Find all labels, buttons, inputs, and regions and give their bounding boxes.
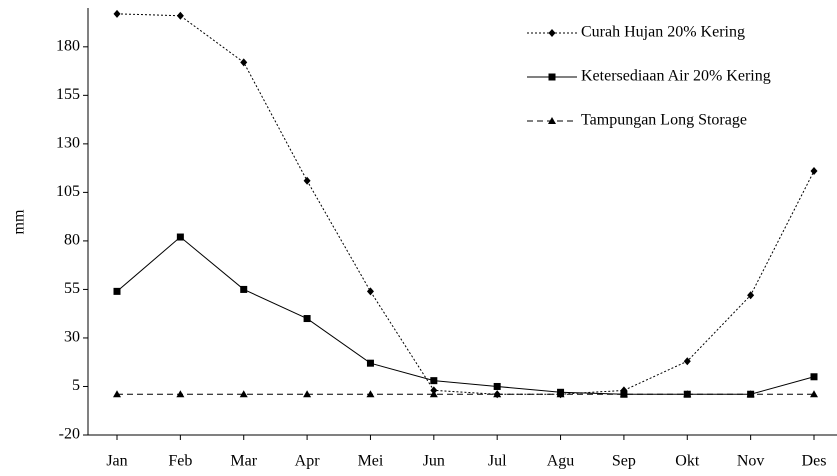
x-tick-label: Nov <box>737 453 765 470</box>
series-line <box>116 13 815 395</box>
y-tick-label: 155 <box>56 86 80 103</box>
legend-label: Ketersediaan Air 20% Kering <box>581 68 771 85</box>
data-point <box>556 390 565 398</box>
data-point <box>303 176 311 185</box>
data-point <box>113 287 121 295</box>
x-tick-label: Jul <box>488 453 507 470</box>
data-point <box>240 285 248 293</box>
series-line <box>116 236 815 395</box>
data-point <box>239 390 248 398</box>
x-tick-label: Jun <box>423 453 445 470</box>
data-point <box>113 9 121 18</box>
data-point <box>683 357 691 366</box>
data-point <box>303 390 312 398</box>
data-point <box>493 390 502 398</box>
data-point <box>176 233 184 241</box>
y-tick-label: -20 <box>59 426 80 443</box>
y-axis-label: mm <box>11 209 28 234</box>
x-tick-label: Apr <box>295 453 321 470</box>
data-point <box>810 390 818 398</box>
y-tick-label: 80 <box>64 232 80 249</box>
legend-marker <box>548 29 556 37</box>
legend-marker <box>548 73 556 81</box>
x-tick-label: Feb <box>168 453 192 470</box>
data-point <box>746 390 755 398</box>
x-tick-label: Jan <box>106 453 127 470</box>
data-point <box>683 390 692 398</box>
data-point <box>240 58 248 67</box>
x-tick-label: Mar <box>230 453 257 470</box>
legend-marker <box>548 117 556 124</box>
y-tick-label: 30 <box>64 329 80 346</box>
data-point <box>113 390 121 398</box>
x-tick-label: Mei <box>358 453 384 470</box>
data-point <box>429 390 438 398</box>
x-tick-label: Des <box>802 453 827 470</box>
data-point <box>747 291 755 300</box>
y-tick-label: 105 <box>56 183 80 200</box>
data-point <box>493 382 501 390</box>
y-tick-label: 180 <box>56 37 80 54</box>
legend-label: Curah Hujan 20% Kering <box>581 24 745 41</box>
data-point <box>366 359 374 367</box>
y-tick-label: 5 <box>72 377 80 394</box>
x-tick-label: Sep <box>612 453 636 470</box>
legend-label: Tampungan Long Storage <box>581 112 747 129</box>
data-point <box>303 315 311 323</box>
data-point <box>810 373 818 381</box>
data-point <box>619 390 628 398</box>
y-tick-label: 55 <box>64 280 80 297</box>
data-point <box>366 390 375 398</box>
data-point <box>176 11 184 20</box>
y-tick-label: 130 <box>56 135 80 152</box>
data-point <box>366 287 374 296</box>
x-tick-label: Agu <box>547 453 575 470</box>
data-point <box>810 167 818 176</box>
data-point <box>430 377 438 385</box>
data-point <box>176 390 185 398</box>
x-tick-label: Okt <box>675 453 700 470</box>
